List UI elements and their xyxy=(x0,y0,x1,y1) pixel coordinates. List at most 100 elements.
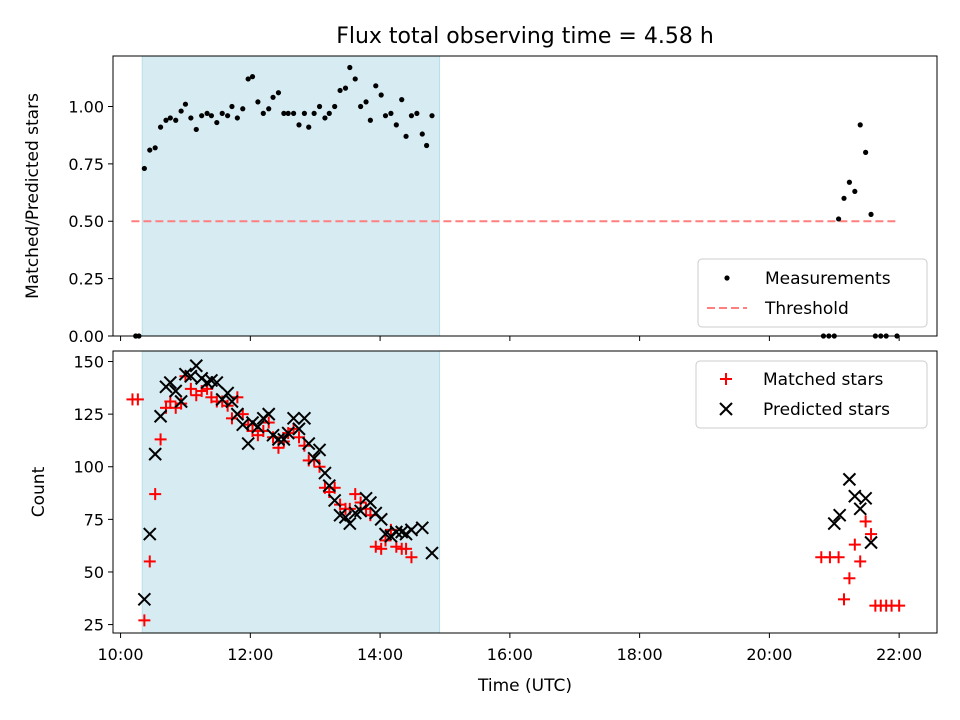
predicted-x-b xyxy=(338,510,353,524)
measurement-point xyxy=(240,106,246,112)
predicted-x-b xyxy=(374,512,388,527)
y-tick-label: 1.00 xyxy=(68,97,104,116)
x-tick-label: 20:00 xyxy=(746,645,792,664)
measurement-point xyxy=(378,92,384,98)
bottom-axes-frame xyxy=(112,350,938,634)
predicted-x-b xyxy=(827,516,841,531)
predicted-x-b xyxy=(143,527,157,541)
measurement-point xyxy=(290,110,297,116)
predicted-star-point xyxy=(286,411,301,426)
measurement-point xyxy=(281,110,287,116)
predicted-star-point xyxy=(832,508,847,522)
predicted-x-b xyxy=(184,369,198,383)
x-tick-label: 16:00 xyxy=(487,645,533,664)
predicted-x-b xyxy=(210,375,224,390)
predicted-star-point xyxy=(363,495,378,510)
measurement-point xyxy=(373,83,379,89)
measurement-point xyxy=(429,113,435,119)
matched-star-point xyxy=(843,572,856,585)
predicted-star-point xyxy=(184,369,198,383)
predicted-x-b xyxy=(292,422,306,436)
predicted-x-b xyxy=(318,466,332,480)
predicted-star-point xyxy=(251,420,265,434)
predicted-x-b xyxy=(333,508,347,522)
chart-title: Flux total observing time = 4.58 h xyxy=(336,24,714,49)
count-points xyxy=(126,359,906,627)
ratio-panel: 0.00 0.25 0.50 0.75 1.00 Matched/Predicted s… xyxy=(23,55,938,346)
predicted-star-point xyxy=(189,359,203,373)
predicted-x-b xyxy=(425,546,439,560)
predicted-star-point xyxy=(327,493,342,508)
matched-star-point xyxy=(138,614,151,627)
predicted-star-point xyxy=(148,447,162,461)
measurement-point xyxy=(358,103,364,110)
measurement-point xyxy=(204,110,210,116)
measurement-point xyxy=(835,216,842,222)
legend-predicted-marker xyxy=(719,402,733,416)
predicted-x-b xyxy=(327,493,342,508)
measurement-point xyxy=(363,99,369,105)
predicted-x-b xyxy=(200,375,214,390)
predicted-x-b xyxy=(853,502,867,516)
predicted-star-point xyxy=(415,521,429,535)
measurement-point xyxy=(311,110,317,116)
matched-star-point xyxy=(400,542,413,555)
measurement-point xyxy=(403,133,409,139)
predicted-star-point xyxy=(210,375,224,390)
matched-star-point xyxy=(854,555,867,568)
legend-measurements-label: Measurements xyxy=(765,269,891,289)
predicted-star-point xyxy=(225,394,239,409)
predicted-star-point xyxy=(343,516,357,531)
predicted-star-point xyxy=(302,436,316,451)
predicted-x-b xyxy=(307,451,321,466)
predicted-star-point xyxy=(174,394,188,409)
predicted-star-point xyxy=(230,407,245,421)
predicted-star-point xyxy=(137,592,152,607)
measurement-point xyxy=(408,113,415,119)
measurement-point xyxy=(214,119,220,126)
measurement-point xyxy=(255,99,261,105)
predicted-x-b xyxy=(271,432,286,447)
measurement-point xyxy=(245,76,251,82)
matched-star-point xyxy=(298,439,311,452)
predicted-x-b xyxy=(858,491,873,506)
matched-star-point xyxy=(131,393,144,406)
predicted-x-b xyxy=(241,436,255,451)
matched-star-point xyxy=(143,555,156,568)
matched-star-point xyxy=(369,540,382,553)
y-tick-label: 150 xyxy=(73,353,104,372)
predicted-x-b xyxy=(178,367,193,381)
predicted-star-point xyxy=(153,409,168,423)
measurement-point xyxy=(322,115,328,121)
measurement-point xyxy=(163,117,169,123)
measurement-point xyxy=(296,122,302,128)
matched-star-point xyxy=(893,599,906,612)
measurement-point xyxy=(306,124,312,130)
top-legend: Measurements Threshold xyxy=(697,258,928,328)
predicted-x-b xyxy=(220,386,235,400)
y-tick-label: 0.00 xyxy=(68,327,104,346)
measurement-point xyxy=(188,115,194,121)
y-tick-label: 25 xyxy=(84,616,104,635)
predicted-star-point xyxy=(842,472,857,487)
measurement-point xyxy=(423,142,430,149)
measurement-point xyxy=(173,117,179,123)
predicted-x-b xyxy=(842,472,857,487)
predicted-x-b xyxy=(322,478,336,493)
predicted-star-point xyxy=(241,436,255,451)
predicted-x-b xyxy=(378,527,393,541)
matched-star-point xyxy=(848,538,861,551)
x-tick-label: 18:00 xyxy=(617,645,663,664)
predicted-star-point xyxy=(827,516,841,531)
predicted-x-b xyxy=(404,523,419,537)
matched-star-point xyxy=(149,488,162,501)
observing-window-shade xyxy=(141,55,441,337)
matched-star-point xyxy=(865,528,878,541)
predicted-x-b xyxy=(286,411,301,426)
measurement-point xyxy=(260,110,266,116)
predicted-star-point xyxy=(425,546,439,560)
predicted-star-point xyxy=(848,489,862,503)
measurement-point xyxy=(285,110,291,116)
bottom-x-ticks: 10:00 12:00 14:00 16:00 18:00 20:00 22:00 xyxy=(98,633,922,664)
x-tick-label: 22:00 xyxy=(876,645,922,664)
